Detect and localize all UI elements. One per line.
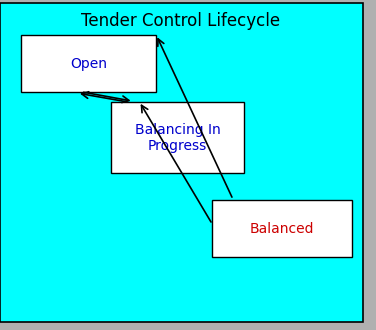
Text: Tender Control Lifecycle: Tender Control Lifecycle <box>81 13 280 30</box>
Text: Open: Open <box>70 56 107 71</box>
Bar <box>111 102 244 173</box>
Bar <box>21 35 156 92</box>
Text: Balancing In
Progress: Balancing In Progress <box>135 123 221 153</box>
Bar <box>212 200 352 257</box>
Text: Balanced: Balanced <box>250 221 314 236</box>
